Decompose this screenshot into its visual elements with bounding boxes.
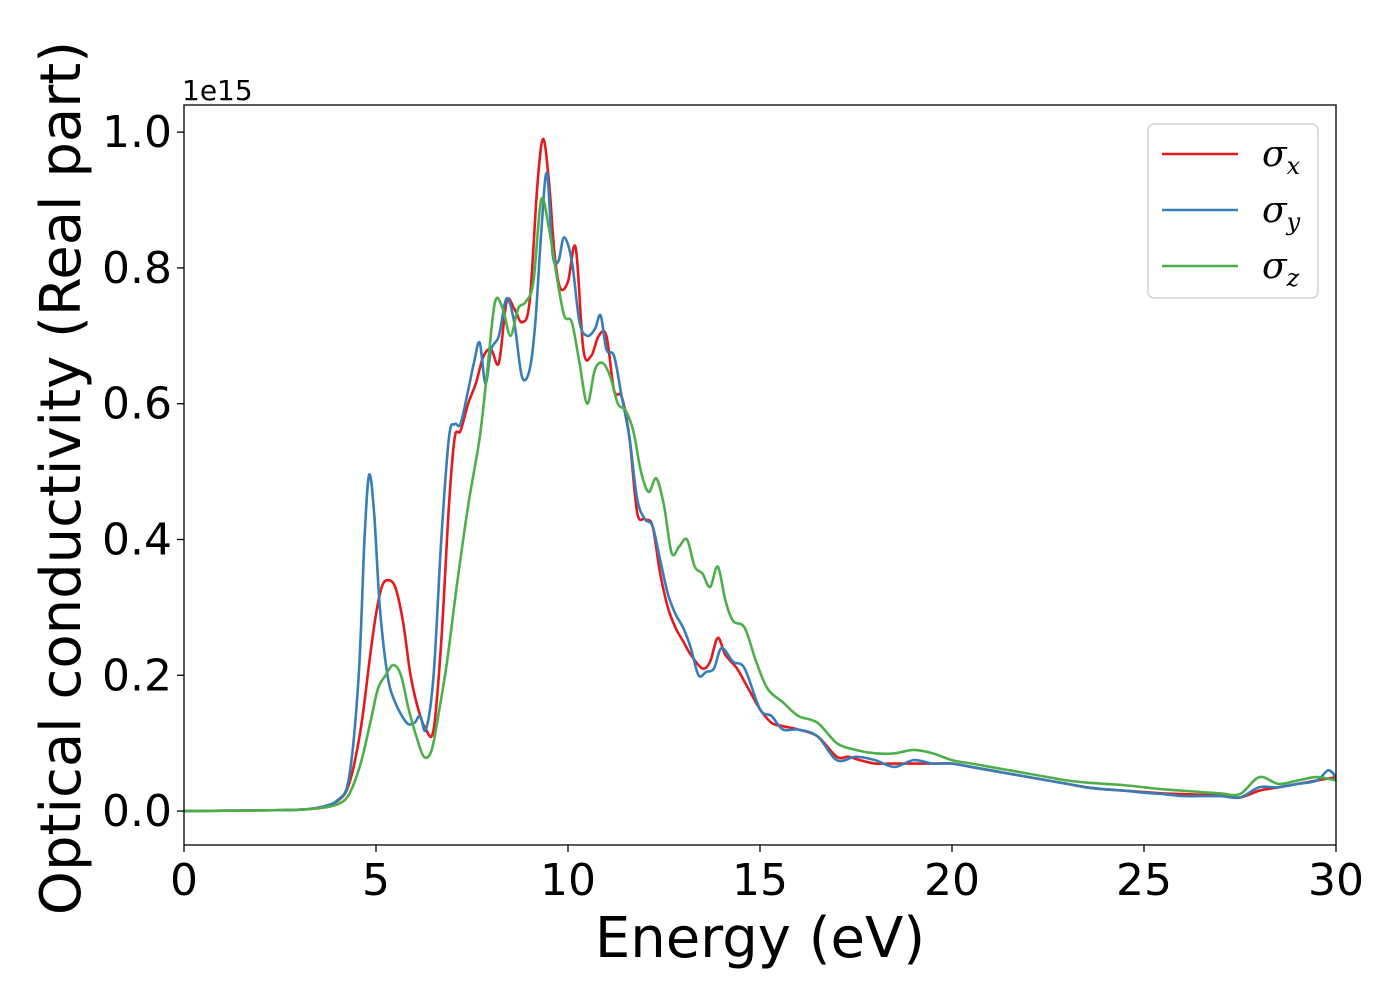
y-tick-label: 0.8 xyxy=(102,243,172,294)
y-tick-label: 0.0 xyxy=(102,786,172,837)
y-tick-label: 0.4 xyxy=(102,514,172,565)
series-layer xyxy=(183,137,1337,813)
legend: σx σy σz xyxy=(1147,123,1319,299)
y-tick-label: 0.2 xyxy=(102,650,172,701)
x-tick-label: 0 xyxy=(170,855,198,906)
y-tick-label: 0.6 xyxy=(102,379,172,430)
series-line-y xyxy=(183,171,1337,813)
y-offset-label: 1e15 xyxy=(182,74,253,107)
x-tick-label: 30 xyxy=(1308,855,1364,906)
legend-label-z: σz xyxy=(1262,246,1300,292)
legend-label-y: σy xyxy=(1262,190,1301,236)
legend-label-x: σx xyxy=(1262,134,1301,180)
y-tick-label: 1.0 xyxy=(102,107,172,158)
y-axis-ticks: 0.0 0.2 0.4 0.6 0.8 1.0 xyxy=(102,107,184,837)
y-axis-label: Optical conductivity (Real part) xyxy=(29,41,94,915)
series-line-z xyxy=(183,196,1337,813)
x-tick-label: 25 xyxy=(1116,855,1172,906)
x-axis-label: Energy (eV) xyxy=(595,906,925,971)
x-tick-label: 10 xyxy=(540,855,596,906)
x-tick-label: 20 xyxy=(924,855,980,906)
x-axis-ticks: 0 5 10 15 20 25 30 xyxy=(170,845,1364,906)
x-tick-label: 5 xyxy=(362,855,390,906)
x-tick-label: 15 xyxy=(732,855,788,906)
